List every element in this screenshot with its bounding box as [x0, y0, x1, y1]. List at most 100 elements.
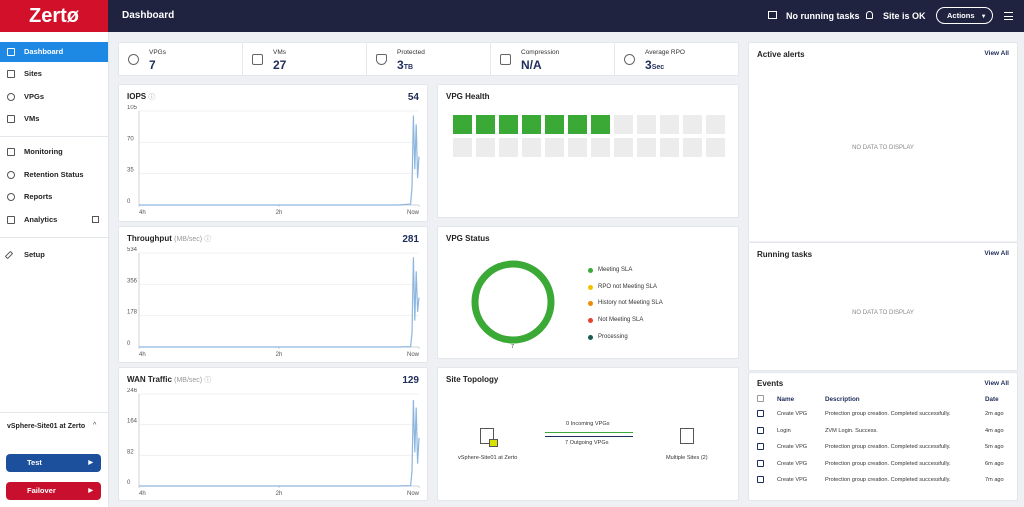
event-description: ZVM Login. Success.: [825, 427, 878, 434]
column-header: Description: [825, 396, 860, 403]
nav-label: Reports: [24, 192, 53, 201]
site-status[interactable]: Site is OK: [883, 11, 926, 21]
event-description: Protection group creation. Completed suc…: [825, 460, 951, 467]
legend-item: Not Meeting SLA: [588, 317, 643, 323]
checkbox[interactable]: [757, 426, 764, 434]
summary-cell: VPGs 7: [119, 43, 243, 76]
health-square: [637, 138, 656, 157]
local-site: vSphere-Site01 at Zerto: [458, 455, 518, 461]
failover-label: Failover: [27, 486, 56, 495]
site-name: vSphere-Site01 at Zerto: [7, 423, 86, 430]
legend-dot: [588, 268, 593, 273]
health-square: [706, 115, 725, 134]
nav-item[interactable]: Dashboard: [0, 42, 108, 62]
event-description: Protection group creation. Completed suc…: [825, 411, 951, 417]
card-title: Running tasks: [757, 250, 813, 259]
chart-title: IOPS ⓘ: [127, 92, 156, 101]
summary-value: 27: [273, 58, 287, 72]
nav-item[interactable]: Retention Status: [0, 165, 108, 185]
event-date: 7m ago: [985, 477, 1004, 483]
health-square: [476, 115, 495, 134]
summary-cell: Protected 3TB: [367, 43, 491, 76]
health-square: [660, 115, 679, 134]
nav-label: Analytics: [24, 215, 58, 224]
nav-item[interactable]: Sites: [0, 64, 108, 84]
health-square: [614, 138, 633, 157]
checkbox[interactable]: [757, 443, 764, 450]
summary-card: VPGs 7 VMs 27 Protected 3TB Compression N/A …: [118, 42, 739, 76]
summary-cell: VMs 27: [243, 43, 367, 76]
health-square: [568, 115, 587, 134]
legend-dot: [588, 301, 593, 306]
donut-ring: [471, 260, 555, 344]
nav-item[interactable]: Reports: [0, 187, 108, 207]
failover-button[interactable]: Failover ▶: [6, 482, 101, 500]
summary-label: Protected: [397, 49, 425, 56]
legend-item: Processing: [588, 334, 628, 340]
actions-label: Actions: [947, 11, 975, 20]
bell-icon: [866, 11, 873, 19]
checkbox[interactable]: [757, 410, 764, 417]
event-date: 4m ago: [985, 427, 1004, 434]
incoming-label: 0 Incoming VPGs: [566, 421, 610, 427]
collapse-icon[interactable]: ^: [93, 422, 97, 429]
checkbox[interactable]: [757, 476, 764, 483]
test-button[interactable]: Test ▶: [6, 454, 101, 472]
series-line: [139, 115, 420, 206]
summary-unit: Sec: [651, 64, 665, 71]
health-square: [476, 138, 495, 157]
nav-item[interactable]: VMs: [0, 109, 108, 129]
divider: [0, 412, 108, 413]
nav-item[interactable]: Analytics: [0, 210, 108, 230]
health-square: [706, 138, 725, 157]
nav-item[interactable]: Setup: [0, 245, 108, 265]
actions-button[interactable]: Actions ▼: [936, 7, 993, 24]
legend-dot: [588, 285, 593, 290]
menu-button[interactable]: [1004, 12, 1013, 20]
vpg-health-card: VPG Health: [437, 84, 739, 218]
summary-label: VPGs: [149, 49, 166, 56]
y-tick-label: 35: [127, 168, 134, 174]
top-bar: Zertø Dashboard No running tasks Site is…: [0, 0, 1024, 32]
summary-value: 7: [149, 58, 156, 72]
y-tick-label: 246: [127, 388, 138, 394]
card-title: VPG Status: [446, 234, 490, 243]
card-title: Active alerts: [757, 50, 805, 59]
nav-item[interactable]: VPGs: [0, 87, 108, 107]
x-tick-label: 4h: [139, 491, 146, 497]
view-all[interactable]: View All: [984, 50, 1009, 57]
health-square: [614, 115, 633, 134]
chart-title-text: Throughput: [127, 234, 172, 243]
x-tick-label: 2h: [276, 491, 283, 497]
chart-current: 54: [407, 92, 419, 103]
summary-label: Average RPO: [645, 49, 685, 56]
chart-title-text: IOPS: [127, 92, 147, 101]
checkbox[interactable]: [757, 395, 764, 402]
health-square: [522, 115, 541, 134]
y-tick-label: 164: [127, 419, 138, 425]
event-name: Create VPG: [777, 444, 808, 450]
sidebar: [0, 32, 109, 507]
chart-unit: (MB/sec): [174, 377, 203, 384]
summary-unit: TB: [403, 64, 414, 71]
test-label: Test: [27, 458, 42, 467]
running-tasks[interactable]: No running tasks: [786, 11, 860, 21]
x-tick-label: Now: [407, 210, 420, 216]
sparkline: 0 35 70 105 4h 2h Now: [127, 105, 420, 216]
nav-item[interactable]: Monitoring: [0, 142, 108, 162]
x-tick-label: 2h: [276, 352, 283, 358]
empty-message: NO DATA TO DISPLAY: [852, 145, 914, 151]
outgoing-arrow: [545, 436, 633, 437]
page-title: Dashboard: [122, 10, 175, 21]
status-donut: [471, 260, 555, 344]
card-title: VPG Health: [446, 92, 490, 101]
view-all[interactable]: View All: [984, 380, 1009, 387]
health-square: [660, 138, 679, 157]
view-all[interactable]: View All: [984, 250, 1009, 257]
event-description: Protection group creation. Completed suc…: [825, 477, 951, 483]
logo: Zertø: [0, 0, 108, 32]
summary-label: Compression: [521, 49, 560, 56]
summary-value: N/A: [521, 58, 542, 72]
tasks-card: Running tasks View All NO DATA TO DISPLA…: [748, 242, 1018, 371]
checkbox[interactable]: [757, 459, 764, 467]
